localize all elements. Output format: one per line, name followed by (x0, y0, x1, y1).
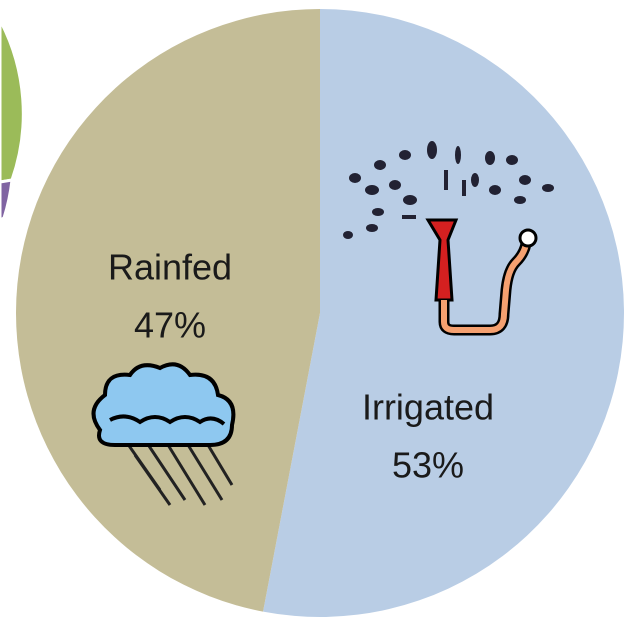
slice-value-label: 53% (392, 445, 464, 486)
neighbor-chart-fragment (0, 19, 25, 222)
hose (441, 243, 529, 333)
fragment-purple (0, 178, 14, 222)
labels: Irrigated 53% Rainfed 47% (108, 247, 494, 486)
nozzle (425, 218, 459, 302)
fragment-green (0, 19, 25, 184)
valve (518, 228, 538, 248)
rain-cloud-icon (91, 362, 236, 506)
slice-name: Irrigated (362, 387, 494, 428)
pie (16, 8, 625, 618)
cloud (91, 362, 236, 447)
slice-name: Rainfed (108, 247, 232, 288)
rain (123, 439, 234, 506)
pie-slice (16, 8, 321, 612)
slice-value-label: 47% (134, 305, 206, 346)
droplets (343, 141, 554, 239)
sprinkler-icon (343, 141, 554, 336)
cloud-detail (109, 414, 226, 426)
